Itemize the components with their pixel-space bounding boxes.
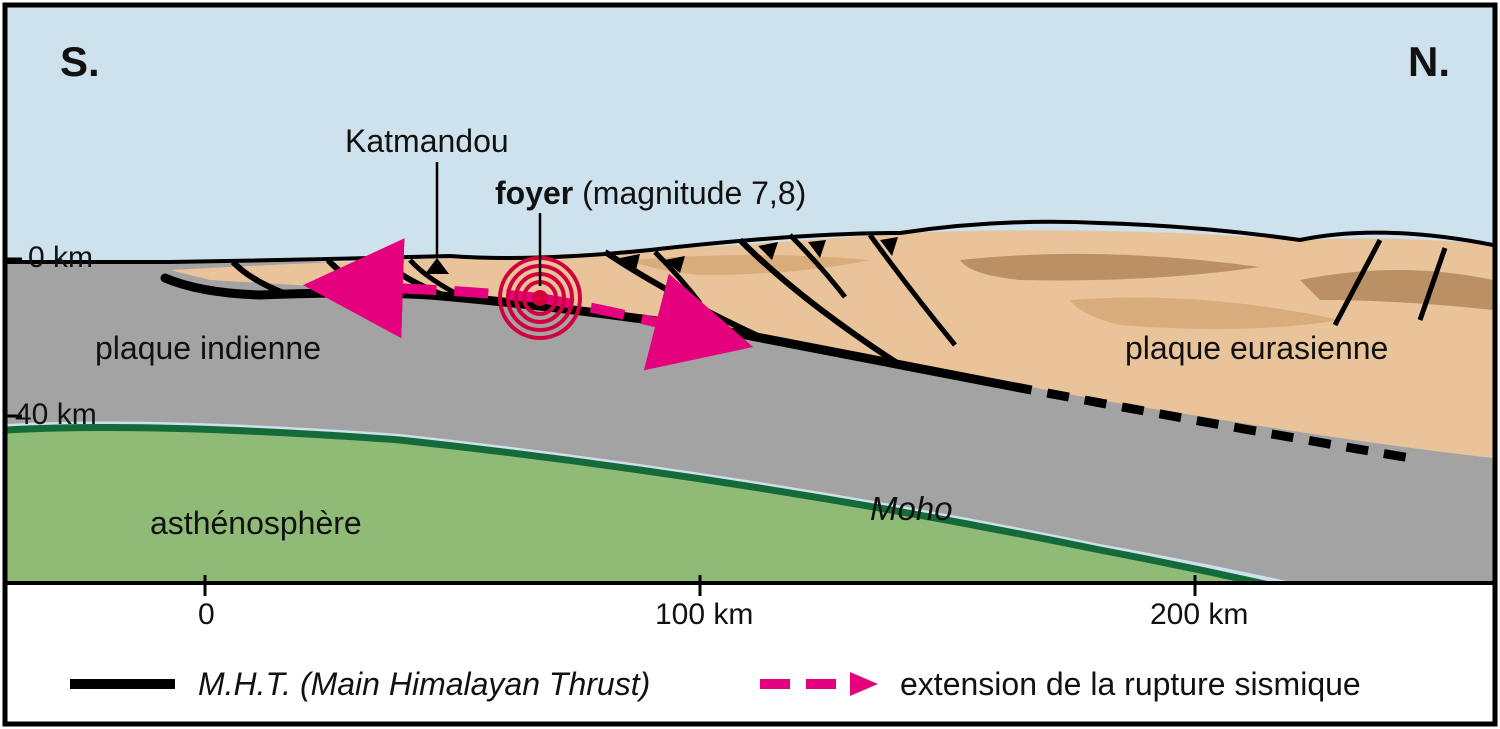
legend-mht-rest: (Main Himalayan Thrust) <box>291 666 650 702</box>
foyer-label-rest: (magnitude 7,8) <box>573 175 806 211</box>
xtick-0-label: 0 <box>198 598 215 632</box>
legend-rupture-label: extension de la rupture sismique <box>900 666 1361 703</box>
xtick-200-label: 200 km <box>1150 598 1248 632</box>
legend-mht-abbrev: M.H.T. <box>198 666 291 702</box>
foyer-label-bold: foyer <box>495 175 573 211</box>
direction-north: N. <box>1408 38 1450 86</box>
ytick-0-label: 0 km <box>28 241 93 275</box>
eurasian-plate-label: plaque eurasienne <box>1125 330 1388 367</box>
ytick-40-label: 40 km <box>15 398 97 432</box>
asthenosphere-label: asthénosphère <box>150 505 362 542</box>
moho-label: Moho <box>870 490 953 528</box>
diagram-frame: S. N. Katmandou foyer (magnitude 7,8) 0 … <box>0 0 1500 729</box>
indian-plate-label: plaque indienne <box>95 330 321 367</box>
katmandou-label: Katmandou <box>345 123 509 160</box>
xtick-100-label: 100 km <box>655 598 753 632</box>
direction-south: S. <box>60 38 100 86</box>
foyer-label: foyer (magnitude 7,8) <box>495 175 806 212</box>
legend-mht-label: M.H.T. (Main Himalayan Thrust) <box>198 666 650 703</box>
